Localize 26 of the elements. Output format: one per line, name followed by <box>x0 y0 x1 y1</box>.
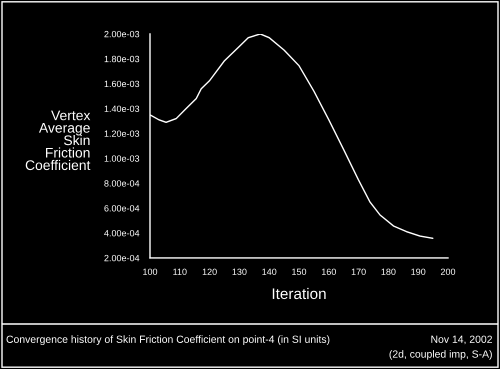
y-tick-label: 1.20e-03 <box>104 130 140 137</box>
y-tick-label: 1.60e-03 <box>104 80 140 88</box>
x-tick-label: 120 <box>202 268 217 275</box>
text: Nov 14, 2002 <box>431 336 492 344</box>
text: Convergence history of Skin Friction Coefficient on point-4 (in SI units) <box>6 335 330 346</box>
x-tick-label: 200 <box>440 268 456 275</box>
x-tick-label: 140 <box>262 268 276 275</box>
y-tick-label: 2.00e-04 <box>104 254 140 262</box>
y-tick-label: 6.00e-04 <box>104 205 140 212</box>
x-tick-label: 190 <box>411 268 426 275</box>
y-tick-label: 8.00e-04 <box>104 180 140 187</box>
text: (2d, coupled imp, S-A) <box>390 350 492 360</box>
x-tick-label: 160 <box>322 268 336 275</box>
y-tick-label: 1.00e-03 <box>104 155 140 162</box>
x-tick-label: 170 <box>352 268 366 275</box>
y-tick-label: 1.80e-03 <box>104 56 140 62</box>
x-tick-label: 100 <box>143 268 158 275</box>
y-tick-label: 1.40e-03 <box>104 106 140 112</box>
x-axis-title: Iteration <box>272 288 326 300</box>
x-tick-label: 130 <box>232 268 247 275</box>
x-tick-label: 150 <box>292 268 306 275</box>
x-tick-label: 110 <box>173 268 187 275</box>
y-axis-title: Vertex Average Skin Friction Coefficient <box>26 110 90 170</box>
y-tick-label: 2.00e-03 <box>104 30 140 38</box>
x-tick-label: 180 <box>382 268 396 275</box>
y-tick-label: 4.00e-04 <box>104 230 140 236</box>
